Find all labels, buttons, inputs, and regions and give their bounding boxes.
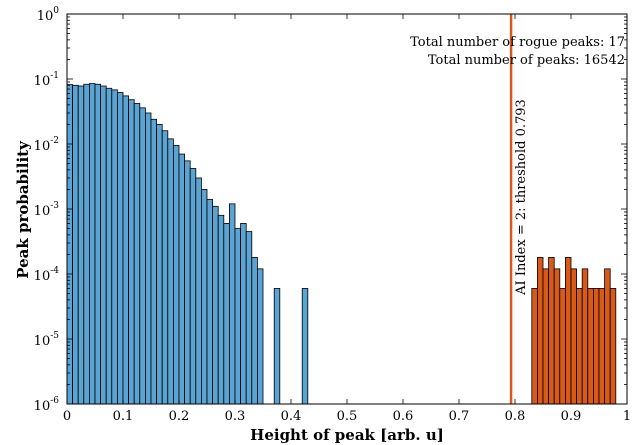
threshold-label: AI Index = 2: threshold 0.793 bbox=[514, 99, 529, 296]
histogram-bar bbox=[604, 268, 611, 405]
histogram-bar bbox=[593, 288, 600, 405]
histogram-bar bbox=[161, 130, 169, 405]
histogram-bar bbox=[570, 268, 577, 405]
y-axis-title: Peak probability bbox=[14, 140, 32, 279]
histogram-bar bbox=[133, 103, 141, 405]
histogram-bar bbox=[156, 124, 163, 405]
histogram-bar bbox=[139, 107, 146, 405]
histogram-bar bbox=[94, 83, 101, 405]
histogram-bar bbox=[234, 228, 241, 405]
y-tick-label: 10-6 bbox=[34, 396, 60, 414]
x-tick-label: 0.1 bbox=[113, 409, 134, 424]
histogram-bar bbox=[559, 288, 566, 405]
histogram-bar bbox=[122, 95, 129, 405]
histogram-bar bbox=[537, 257, 544, 405]
x-tick-label: 0 bbox=[63, 409, 71, 424]
y-tick-label: 10-2 bbox=[34, 136, 59, 154]
histogram-bar bbox=[223, 223, 230, 405]
histogram-bar bbox=[598, 288, 605, 405]
histogram-bar bbox=[212, 205, 219, 405]
histogram-bar bbox=[195, 177, 202, 405]
histogram-bar bbox=[548, 257, 555, 405]
histogram-bar bbox=[542, 268, 549, 405]
histogram-bar bbox=[72, 84, 79, 405]
histogram-bar bbox=[172, 145, 180, 405]
histogram-bar bbox=[111, 89, 118, 405]
y-tick-label: 10-3 bbox=[34, 201, 60, 219]
histogram-bar bbox=[167, 138, 174, 405]
x-tick-label: 0.9 bbox=[561, 409, 582, 424]
histogram-bar bbox=[531, 288, 538, 405]
y-tick-label: 100 bbox=[37, 6, 60, 24]
y-tick-label: 10-1 bbox=[34, 71, 59, 89]
histogram-bar bbox=[256, 268, 264, 405]
histogram-bar bbox=[89, 83, 96, 405]
histogram-bar bbox=[100, 85, 107, 405]
histogram-bar bbox=[217, 214, 225, 405]
x-tick-label: 0.3 bbox=[225, 409, 246, 424]
x-tick-label: 0.4 bbox=[281, 409, 302, 424]
histogram-bar bbox=[178, 153, 185, 405]
histogram-bar bbox=[105, 87, 113, 405]
histogram-bar bbox=[200, 189, 208, 405]
x-tick-label: 0.6 bbox=[393, 409, 414, 424]
histogram-bar bbox=[273, 288, 281, 405]
histogram-bar bbox=[117, 92, 124, 405]
histogram-bar bbox=[184, 160, 191, 405]
ticks-layer: 0 0.1 0.2 0.3 0.4 0.5 0.6 0.7 0.8 0.9 1 100 10-1 10-2… bbox=[34, 6, 631, 424]
x-tick-label: 0.8 bbox=[505, 409, 526, 424]
x-tick-label: 1 bbox=[623, 409, 631, 424]
histogram-bar bbox=[581, 268, 589, 405]
histogram-bar bbox=[576, 288, 583, 405]
total-peaks-annotation: Total number of peaks: 16542 bbox=[428, 53, 625, 68]
histogram-bar bbox=[144, 112, 152, 405]
y-tick-label: 10-4 bbox=[34, 266, 60, 284]
bars-layer bbox=[66, 83, 617, 405]
histogram-bar bbox=[245, 231, 253, 405]
rogue-peaks-annotation: Total number of rogue peaks: 17 bbox=[410, 35, 625, 50]
histogram-bar bbox=[150, 118, 157, 405]
histogram-bar bbox=[553, 268, 561, 405]
histogram-bar bbox=[66, 84, 73, 405]
y-tick-label: 10-5 bbox=[34, 331, 60, 349]
histogram-bar bbox=[251, 257, 258, 405]
histogram-bar bbox=[565, 257, 572, 405]
histogram-bar bbox=[228, 203, 236, 405]
histogram-bar bbox=[240, 223, 247, 405]
histogram-bar bbox=[77, 85, 85, 405]
histogram-bar bbox=[189, 168, 197, 405]
histogram-bar bbox=[128, 99, 135, 405]
histogram-bar bbox=[83, 83, 90, 405]
histogram-bar bbox=[609, 288, 617, 405]
x-tick-label: 0.5 bbox=[337, 409, 358, 424]
threshold-layer: AI Index = 2: threshold 0.793 bbox=[509, 14, 529, 404]
x-tick-label: 0.7 bbox=[449, 409, 470, 424]
x-tick-label: 0.2 bbox=[169, 409, 190, 424]
histogram-bar bbox=[301, 288, 309, 405]
x-axis-title: Height of peak [arb. u] bbox=[250, 426, 444, 444]
histogram-bar bbox=[206, 199, 213, 405]
histogram-bar bbox=[587, 288, 594, 405]
